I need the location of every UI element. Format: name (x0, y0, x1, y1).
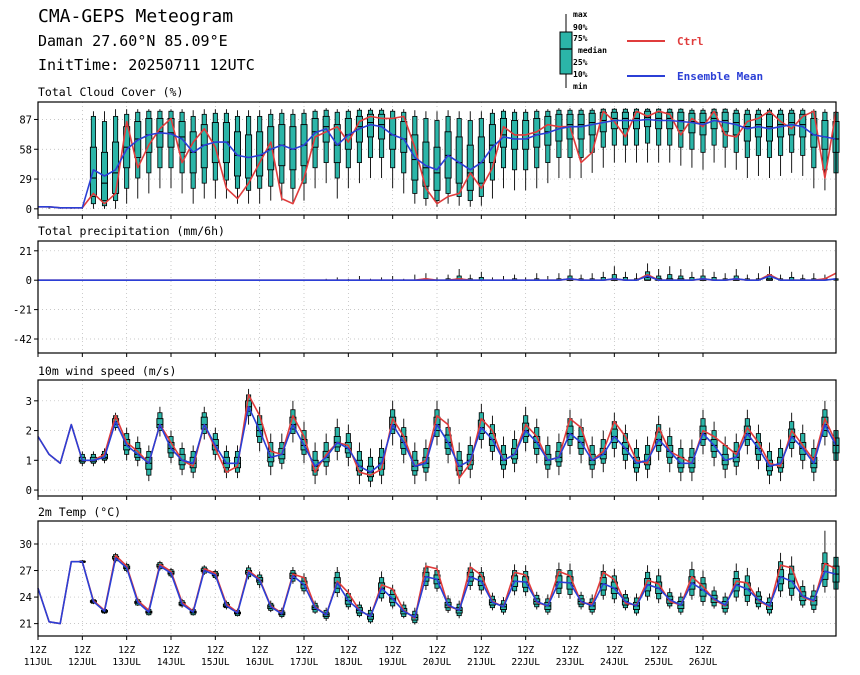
panel-frame (37, 101, 837, 216)
y-tick-label: 1 (26, 455, 32, 467)
legend-mean-label: Ensemble Mean (677, 70, 763, 83)
y-tick-label: 58 (19, 144, 32, 156)
y-tick-label: -21 (13, 305, 32, 317)
mean-series (38, 275, 837, 281)
panel-title: Total Cloud Cover (%) (38, 85, 183, 99)
x-tick-label-hour: 12Z (428, 645, 445, 656)
panel-title: Total precipitation (mm/6h) (38, 224, 225, 238)
y-tick-label: 2 (26, 426, 32, 438)
box-inner (544, 115, 552, 146)
x-tick-label-date: 20JUL (423, 657, 452, 668)
legend-box-label: 75% (573, 34, 588, 43)
x-tick-label-hour: 12Z (473, 645, 490, 656)
x-tick-label-hour: 12Z (74, 645, 91, 656)
x-tick-label-hour: 12Z (162, 645, 179, 656)
legend-box-label: 25% (573, 58, 588, 67)
x-tick-label-hour: 12Z (517, 645, 534, 656)
x-tick-label-hour: 12Z (207, 645, 224, 656)
x-tick-label-date: 13JUL (112, 657, 141, 668)
legend-box-label: 90% (573, 23, 588, 32)
x-tick-label-hour: 12Z (29, 645, 46, 656)
location-label: Daman 27.60°N 85.09°E (38, 32, 228, 50)
x-tick-label-date: 26JUL (689, 657, 718, 668)
x-tick-label-hour: 12Z (118, 645, 135, 656)
x-tick-label-hour: 12Z (561, 645, 578, 656)
init-time-label: InitTime: 20250711 12UTC (38, 56, 255, 74)
x-tick-label-date: 17JUL (290, 657, 319, 668)
x-tick-label-date: 14JUL (157, 657, 186, 668)
y-tick-label: 0 (26, 485, 32, 497)
box-inner (754, 113, 762, 138)
box-inner (234, 131, 241, 177)
box-inner (477, 136, 485, 184)
ctrl-series (38, 110, 837, 209)
x-tick-label-date: 12JUL (68, 657, 97, 668)
panel-frame (37, 379, 837, 497)
y-tick-label: 21 (19, 619, 32, 631)
box-inner (455, 136, 463, 184)
box-inner (400, 121, 408, 153)
ctrl-series (37, 394, 837, 479)
panel-frame (37, 520, 837, 637)
y-tick-label: 87 (19, 114, 32, 126)
legend-box-label: max (573, 10, 588, 19)
box-inner (500, 117, 507, 148)
x-tick-label-date: 15JUL (201, 657, 230, 668)
box-inner (112, 141, 120, 194)
panel-title: 2m Temp (°C) (38, 505, 121, 519)
mean-series (38, 118, 837, 209)
x-tick-label-hour: 12Z (384, 645, 401, 656)
x-tick-label-date: 21JUL (467, 657, 496, 668)
x-tick-label-hour: 12Z (606, 645, 623, 656)
x-tick-label-date: 11JUL (24, 657, 53, 668)
mean-series (37, 406, 837, 473)
legend-ctrl-label: Ctrl (677, 35, 704, 48)
y-tick-label: 0 (26, 275, 32, 287)
box-inner (156, 418, 164, 429)
y-tick-label: -42 (13, 334, 32, 346)
y-tick-label: 21 (19, 246, 32, 258)
panel-title: 10m wind speed (m/s) (38, 364, 176, 378)
x-tick-label-hour: 12Z (694, 645, 711, 656)
legend-box-label: min (573, 81, 588, 91)
x-tick-label-hour: 12Z (650, 645, 667, 656)
y-tick-label: 0 (26, 204, 32, 216)
ctrl-series (37, 554, 837, 625)
mean-series (37, 557, 837, 625)
x-tick-label-date: 22JUL (511, 657, 540, 668)
legend-box-label: 10% (573, 70, 588, 79)
box-inner (821, 120, 829, 150)
panel-frame (37, 240, 837, 354)
y-tick-label: 27 (19, 566, 32, 578)
x-tick-label-date: 23JUL (556, 657, 585, 668)
x-tick-label-date: 16JUL (245, 657, 274, 668)
box-inner (200, 416, 208, 430)
y-tick-label: 3 (26, 396, 32, 408)
y-tick-label: 24 (19, 592, 32, 604)
x-tick-label-date: 19JUL (378, 657, 407, 668)
y-tick-label: 29 (19, 174, 32, 186)
x-tick-label-hour: 12Z (340, 645, 357, 656)
x-tick-label-hour: 12Z (295, 645, 312, 656)
y-tick-label: 30 (19, 539, 32, 551)
legend-box (559, 31, 573, 75)
x-tick-label-date: 25JUL (644, 657, 673, 668)
legend-box-label: median (578, 45, 607, 55)
chart-title: CMA-GEPS Meteogram (38, 6, 234, 27)
x-tick-label-date: 18JUL (334, 657, 363, 668)
x-tick-label-hour: 12Z (251, 645, 268, 656)
x-tick-label-date: 24JUL (600, 657, 629, 668)
